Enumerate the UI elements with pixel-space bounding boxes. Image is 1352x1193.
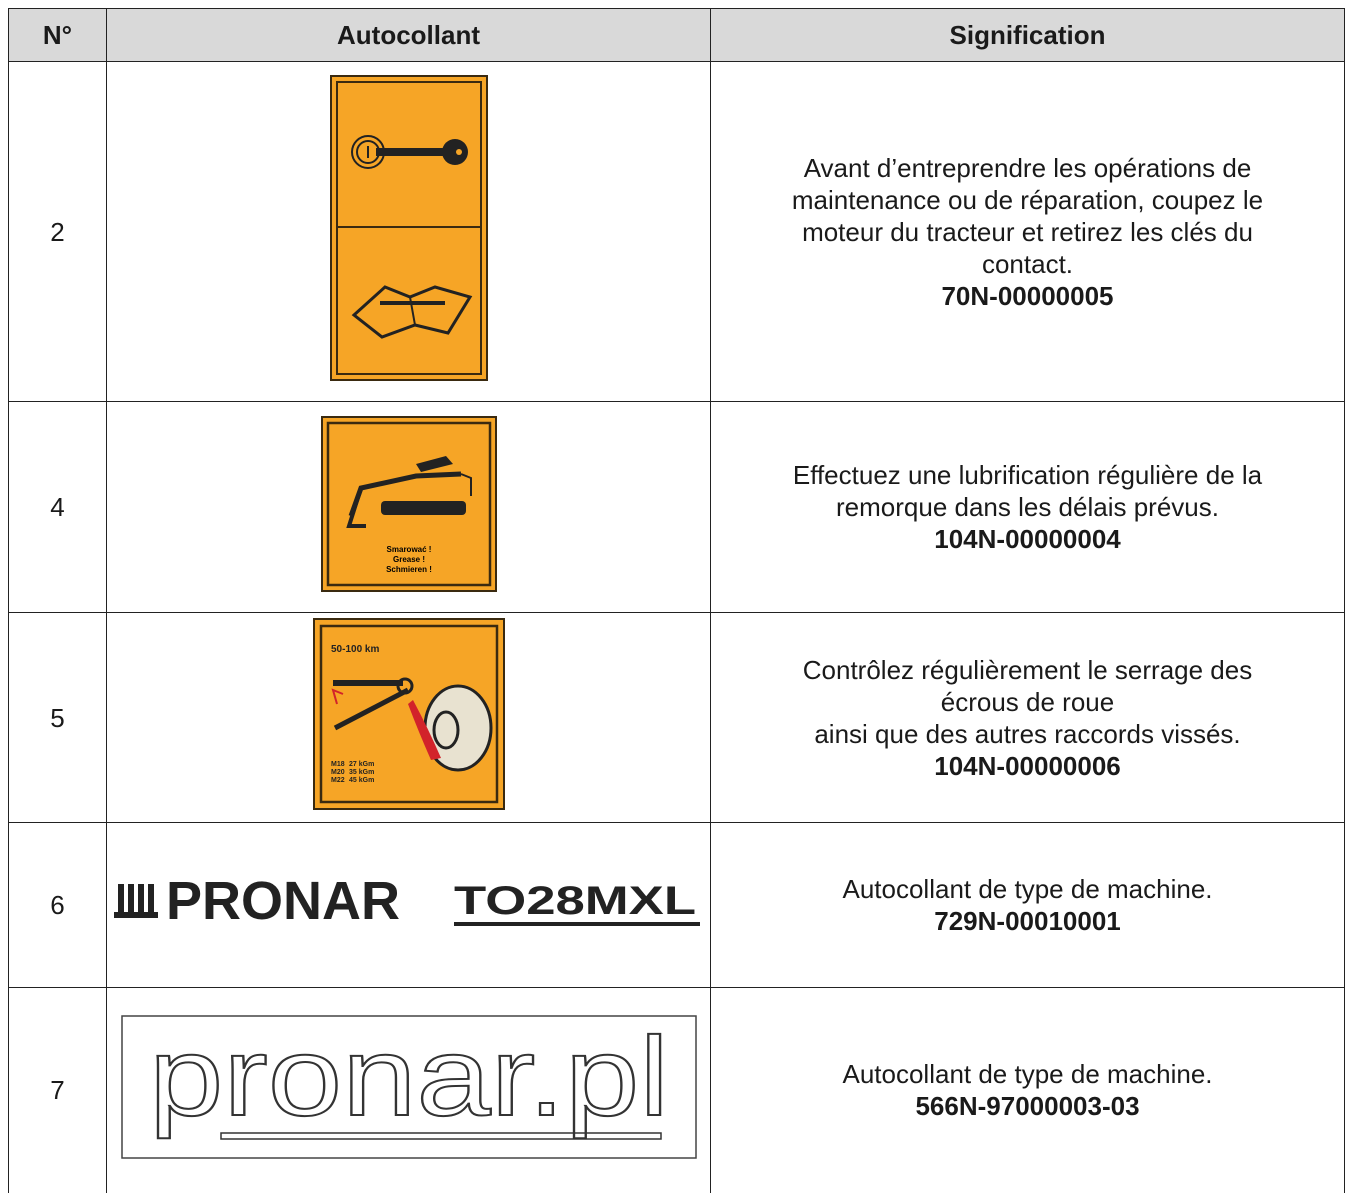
number: 6 (8, 822, 107, 988)
sticker-text: 35 kGm (349, 769, 374, 776)
text-line: Effectuez une lubrification régulière de… (792, 460, 1263, 490)
meaning: Effectuez une lubrification régulière de… (710, 401, 1345, 613)
number: 2 (8, 61, 107, 402)
model: TO28MXL (454, 879, 696, 923)
header-cell: Autocollant (106, 8, 711, 62)
sticker-cell: 50-100 km M18 27 kGm M20 35 kGm M22 45 k… (106, 612, 711, 823)
text-line: Avant d’entreprendre les opérations de (803, 152, 1252, 183)
text-line: Autocollant de type de machine. (842, 874, 1213, 904)
number: 7 (8, 987, 107, 1193)
header-cell: Signification (710, 8, 1345, 62)
code: 104N-00000006 (934, 750, 1121, 781)
model-logo: PRONAR TO28MXL (113, 871, 700, 931)
meaning: Autocollant de type de machine. 729N-000… (710, 822, 1345, 988)
text-line: remorque dans les délais prévus. (836, 492, 1219, 522)
sticker-text: 27 kGm (349, 761, 374, 768)
row: 2 Avant d’entreprendre les opérations de… (8, 61, 1345, 402)
torque-sticker: 50-100 km M18 27 kGm M20 35 kGm M22 45 k… (312, 618, 505, 810)
website: pronar.pl (149, 1015, 669, 1139)
text-line: maintenance ou de réparation, coupez le (791, 184, 1264, 215)
row: 6 PRONAR TO28MXL Autocollant de type de … (8, 822, 1345, 988)
sticker-cell: PRONAR TO28MXL (106, 822, 711, 988)
sticker-text: Grease ! (392, 555, 424, 564)
row: 4 Smarować ! Grease ! Schmieren ! Effect… (8, 401, 1345, 613)
sticker-cell: Smarować ! Grease ! Schmieren ! (106, 401, 711, 613)
text-line: contact. (981, 248, 1074, 279)
text-line: Contrôlez régulièrement le serrage des (802, 654, 1253, 685)
text-line: moteur du tracteur et retirez les clés d… (802, 216, 1253, 247)
header-cell: N° (8, 8, 107, 62)
header-row: N° Autocollant Signification (8, 8, 1345, 62)
sticker-text: M18 (331, 761, 345, 768)
website-sticker: pronar.pl (120, 1013, 697, 1159)
number: 4 (8, 401, 107, 613)
sticker-table: N° Autocollant Signification 2 Avant d’ (8, 8, 1345, 1193)
code: 70N-00000005 (941, 280, 1114, 311)
sticker-text: Schmieren ! (386, 565, 432, 574)
sticker-cell: pronar.pl (106, 987, 711, 1193)
sticker-text: Smarować ! (386, 545, 431, 554)
brand: PRONAR (166, 871, 400, 931)
text-line: Autocollant de type de machine. (842, 1059, 1213, 1090)
row: 5 50-100 km M18 27 kGm M20 35 kGm M22 45… (8, 612, 1345, 823)
code: 104N-00000004 (934, 524, 1121, 554)
code: 566N-97000003-03 (915, 1091, 1140, 1122)
sticker-text: M20 (331, 769, 345, 776)
text-line: ainsi que des autres raccords vissés. (814, 718, 1241, 749)
grease-sticker: Smarować ! Grease ! Schmieren ! (320, 415, 497, 592)
code: 729N-00010001 (934, 906, 1121, 936)
text-line: écrous de roue (940, 686, 1115, 717)
sticker-text: 45 kGm (349, 777, 374, 784)
sticker-cell (106, 61, 711, 402)
key-sticker (329, 75, 488, 381)
meaning: Avant d’entreprendre les opérations de m… (710, 61, 1345, 402)
meaning: Autocollant de type de machine. 566N-970… (710, 987, 1345, 1193)
sticker-text: 50-100 km (331, 644, 379, 655)
row: 7 pronar.pl Autocollant de type de machi… (8, 987, 1345, 1193)
meaning: Contrôlez régulièrement le serrage des é… (710, 612, 1345, 823)
sticker-text: M22 (331, 777, 345, 784)
number: 5 (8, 612, 107, 823)
